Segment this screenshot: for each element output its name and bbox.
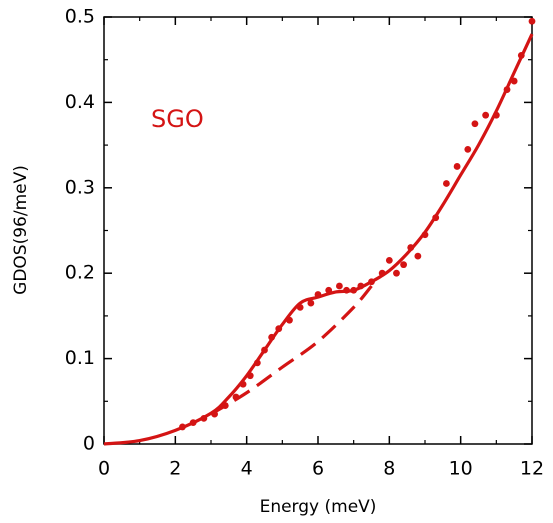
data-point — [221, 402, 229, 409]
data-point — [482, 111, 490, 119]
x-tick-label: 8 — [383, 458, 395, 480]
data-point — [261, 346, 268, 354]
data-point — [350, 286, 358, 294]
data-point — [453, 163, 461, 170]
data-point — [336, 282, 343, 290]
data-point — [407, 244, 415, 251]
data-point — [343, 286, 350, 294]
data-point — [400, 261, 407, 269]
data-point — [189, 419, 197, 427]
y-tick-label: 0.3 — [65, 176, 95, 198]
data-point — [414, 252, 422, 260]
data-point — [275, 325, 283, 333]
data-point — [239, 380, 247, 388]
x-tick-label: 2 — [169, 458, 181, 480]
y-tick-label: 0 — [83, 433, 95, 455]
data-point — [268, 333, 276, 341]
data-point — [443, 180, 450, 187]
data-point — [325, 286, 333, 294]
data-point — [307, 299, 315, 307]
data-point — [385, 256, 393, 264]
y-tick-label: 0.5 — [65, 6, 95, 28]
data-point — [296, 303, 304, 311]
data-point — [286, 316, 293, 324]
data-point — [492, 111, 500, 119]
x-tick-label: 4 — [241, 458, 253, 480]
data-point — [378, 269, 386, 277]
data-point — [503, 86, 511, 93]
data-point — [200, 414, 208, 422]
axis-ticks — [103, 16, 533, 445]
data-point — [464, 145, 472, 153]
x-tick-label: 6 — [312, 458, 324, 480]
data-point — [179, 423, 186, 431]
x-tick-label: 10 — [449, 458, 473, 480]
y-tick-label: 0.1 — [65, 347, 95, 369]
x-axis-title: Energy (meV) — [260, 497, 377, 517]
data-point — [314, 291, 322, 298]
y-tick-label: 0.4 — [65, 91, 95, 113]
x-tick-label: 12 — [520, 458, 544, 480]
data-point — [432, 214, 440, 222]
data-point — [357, 282, 365, 290]
x-tick-label: 0 — [98, 458, 110, 480]
data-point — [421, 231, 429, 239]
y-axis-title: GDOS(96/meV) — [11, 165, 31, 295]
y-tick-label: 0.2 — [65, 262, 95, 284]
sgo-annotation: SGO — [151, 105, 204, 133]
data-point — [528, 17, 536, 25]
data-point — [510, 77, 518, 85]
data-point — [232, 393, 240, 401]
solid-fit-line — [103, 33, 534, 446]
data-point — [471, 120, 479, 128]
plot-frame — [103, 16, 533, 445]
data-point — [211, 410, 218, 418]
data-point — [368, 278, 375, 286]
data-point — [517, 52, 525, 59]
dashed-fit-line — [210, 284, 373, 416]
data-point — [246, 372, 254, 380]
data-point — [393, 269, 400, 277]
data-series — [103, 17, 536, 446]
data-point — [253, 359, 261, 367]
axis-tick-labels: 0 2 4 6 8 10 12 0 0.1 0.2 0.3 0.4 0.5 — [65, 6, 544, 480]
